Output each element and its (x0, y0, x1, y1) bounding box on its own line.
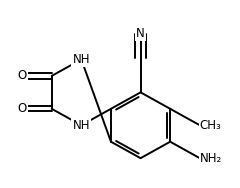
Text: NH₂: NH₂ (200, 152, 222, 165)
Text: CH₃: CH₃ (200, 119, 222, 132)
Text: O: O (18, 69, 27, 82)
Text: O: O (18, 102, 27, 115)
Text: NH: NH (72, 53, 90, 66)
Text: N: N (136, 27, 145, 40)
Text: NH: NH (72, 119, 90, 132)
